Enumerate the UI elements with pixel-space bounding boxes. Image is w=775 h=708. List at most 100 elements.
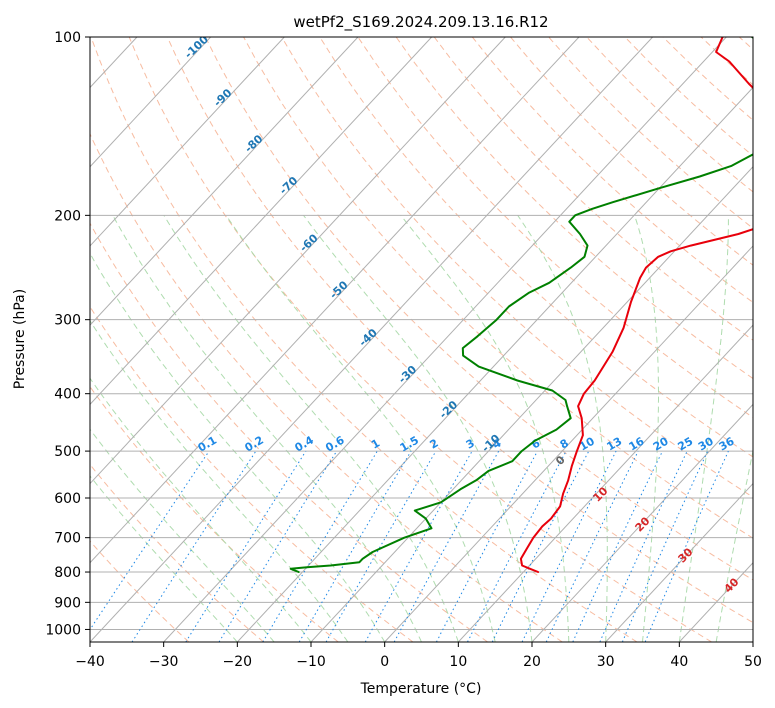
mixing-ratio-line [393,450,500,642]
isotherm-line [531,403,753,642]
dry-adiabat [319,37,753,458]
isotherm-line [163,37,727,642]
x-tick-label: 50 [744,654,762,670]
mixing-ratio-line [364,450,473,642]
dry-adiabat [738,37,753,51]
isotherm-line [90,37,359,326]
mixing-ratio-line [90,450,210,631]
x-axis-label: Temperature (°C) [360,681,482,697]
line-labels: 0.1 0.2 0.4 0.6 1 1.5 2 3 4 6 8 10 13 16 20 25 30 36-100-… [182,37,742,596]
mixing-ratio-line [185,450,307,642]
dry-adiabat [395,37,753,380]
dry-adiabat [548,37,753,229]
isotherm-line [752,641,753,642]
mixing-ratio-line [262,450,378,642]
dry-adiabat [90,37,638,642]
dry-adiabat [510,37,753,266]
moist-adiabat-label: 0 [553,453,568,468]
dry-adiabat [90,222,488,642]
x-tick-label: −20 [223,654,253,670]
chart-title: wetPf2_S169.2024.209.13.16.R12 [293,13,548,32]
x-tick-label: 0 [380,654,389,670]
moist-adiabat [90,252,386,642]
y-tick-label: 200 [54,208,81,224]
mixing-ratio-line [131,450,257,642]
x-tick-label: 40 [670,654,688,670]
mixing-ratio-line [599,450,688,642]
dry-adiabat [471,37,753,304]
x-tick-label: −10 [296,654,326,670]
y-tick-label: 300 [54,313,81,329]
x-tick-label: 30 [597,654,615,670]
moist-adiabat [90,319,349,642]
y-tick-label: 700 [54,531,81,547]
isotherm-line [384,245,753,642]
isotherm-line [310,165,753,642]
y-tick-label: 1000 [45,622,81,638]
dry-adiabat [433,37,753,341]
moist-adiabat [634,215,659,642]
isotherm-line [90,37,212,168]
plot-frame [89,36,754,643]
x-tick-label: 20 [523,654,541,670]
dry-adiabat [357,37,753,418]
moist-adiabat [715,448,753,642]
moist-adiabat [225,215,496,642]
dry-adiabat [243,37,753,539]
isotherm-label: -80 [242,132,266,155]
isotherm-label: -70 [277,174,301,197]
moist-adiabat-label: 20 [633,514,653,534]
dry-adiabat [281,37,753,498]
moist-adiabat [400,214,570,642]
y-axis-label: Pressure (hPa) [12,289,28,389]
y-tick-label: 400 [54,387,81,403]
isotherm-line [90,37,580,564]
temperature-profile-line [519,37,753,573]
isotherm-label: -90 [211,86,235,109]
isotherm-label: -50 [327,278,351,301]
isotherm-label: -30 [396,363,420,386]
isotherm-line [457,324,753,642]
mixing-ratio-line [572,450,663,642]
mixing-ratio-line [435,450,538,642]
dry-adiabat [166,37,753,624]
mixing-ratio-line [218,450,338,642]
dry-adiabat [90,540,190,642]
y-tick-label: 800 [54,565,81,581]
isotherm-line [0,37,63,642]
moist-adiabat [112,215,422,642]
dry-adiabat [128,37,712,642]
moist-adiabat [163,215,459,642]
x-tick-label: 10 [449,654,467,670]
dry-adiabat [204,37,753,581]
isotherm-label: -40 [356,326,380,349]
isotherm-line [236,86,753,642]
isotherm-line [678,562,753,642]
mixing-ratio-line [491,450,590,642]
isotherm-line [605,482,753,642]
dry-adiabat [700,37,753,86]
x-tick-label: −30 [149,654,179,670]
mixing-ratio-label: 2 [428,437,441,452]
moist-adiabat [90,475,238,642]
x-tick-label: −40 [75,654,105,670]
y-tick-label: 100 [54,30,81,46]
isotherm-line [90,37,506,485]
mixing-ratio-label: 3 [464,437,477,452]
moist-adiabat [303,215,533,642]
moist-adiabat [517,215,608,642]
isotherm-line [90,37,285,247]
x-axis: −40 −30 −20 −10 0 10 20 30 40 50 [75,642,762,670]
y-tick-label: 500 [54,444,81,460]
moist-adiabat-label: 10 [591,484,611,504]
isotherm-label: -60 [297,231,321,254]
dry-adiabat [90,305,414,642]
mixing-ratio-line [521,450,617,642]
background-lines [0,37,753,642]
y-axis: 100 200 300 400 500 600 700 800 900 1000 [45,30,90,638]
mixing-ratio-line [545,450,639,642]
moist-adiabat [678,215,729,642]
dewpoint-profile-line [289,37,753,573]
